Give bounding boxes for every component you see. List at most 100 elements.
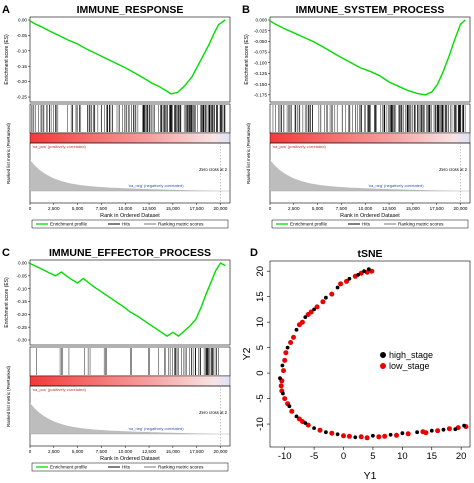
high_stage-point [353,435,358,440]
y-tick-label: 0.00 [18,261,27,266]
low_stage-point [283,350,289,356]
enrichment-profile-line [269,19,466,96]
zero-cross-label: Zero cross at 2 [199,167,228,172]
y-tick-label: -0.050 [254,39,267,44]
metric-plot-frame [29,142,231,204]
x-tick-label: 15 [426,451,437,462]
high_stage-point [335,432,340,437]
x-tick-label: 20,000 [453,206,467,211]
low_stage-point [446,426,452,432]
y-tick-label: 5 [255,345,266,350]
es-plot-frame [29,16,231,103]
legend-hits-label: Hits [122,222,131,227]
legend-box [271,219,469,229]
high_stage-point [294,327,299,332]
x-axis-label: Y1 [364,470,377,482]
positive-correlation-label: 'na_pos' (positively correlated) [32,144,86,149]
y-tick-label: -0.15 [17,299,28,304]
high_stage-point [312,426,316,430]
x-tick-label: -5 [310,451,318,462]
y-tick-label: 0.00 [18,18,27,23]
y-tick-label: -0.025 [254,28,267,33]
x-tick-label: 12,500 [382,206,396,211]
high_stage-point [371,433,375,438]
x-tick-label: 7,500 [96,206,108,211]
y-tick-label: -0.15 [17,64,28,69]
y-tick-label: -0.05 [17,273,28,278]
panel-letter: A [2,4,10,16]
y-tick-label: -0.100 [254,60,267,65]
low_stage-point [344,278,349,284]
positive-correlation-label: 'na_pos' (positively correlated) [272,144,326,149]
x-tick-label: 0 [269,206,272,211]
metric-plot-frame [29,385,231,447]
high_stage-point [415,430,419,435]
low_stage-point [329,430,335,436]
low_stage-point [281,368,286,374]
low_stage-point [282,396,288,402]
x-tick-label: 17,500 [190,449,204,454]
high_stage-point [294,414,299,419]
y-tick-label: 10 [255,317,266,328]
es-plot-frame [269,16,471,103]
metric-plot-frame [269,142,471,204]
low_stage-point [423,430,429,436]
y-tick-label: 20 [255,266,266,277]
correlation-bar [29,375,231,387]
panel-c-gsea: C IMMUNE_EFFECTOR_PROCESS 0.00 -0.05 -0.10 -0… [2,247,231,472]
negative-correlation-label: 'na_neg' (negatively correlated) [368,183,424,188]
x-tick-label: 10,000 [118,449,132,454]
panel-letter: C [2,247,10,259]
low_stage-point [364,435,370,441]
x-tick-label: 2,500 [288,206,300,211]
es-axis-label: Enrichment score (ES) [4,277,10,328]
low_stage-point [329,291,335,297]
x-axis-label: Rank in Ordered Dataset [100,213,160,219]
y-tick-label: -0.25 [17,325,28,330]
x-tick-label: 7,500 [336,206,348,211]
zero-cross-label: Zero cross at 2 [439,167,468,172]
high_stage-point [335,285,340,290]
low_stage-point [435,428,441,434]
low_stage-point [394,432,399,438]
high_stage-point [312,307,316,312]
low_stage-point [296,322,302,328]
low_stage-point [358,434,364,440]
low_stage-point [341,433,346,439]
x-tick-label: 0 [29,449,32,454]
y-tick-label: -0.30 [17,338,28,343]
legend-hits-label: Hits [362,222,371,227]
metric-axis-label: Ranked list metric (PreRanked) [6,365,11,427]
y-tick-label: -0.05 [17,33,28,38]
correlation-bar [29,132,231,144]
hits-frame [29,103,231,134]
legend-profile-label: Enrichment profile [50,465,87,470]
legend-profile-label: Enrichment profile [50,222,87,227]
es-axis-label: Enrichment score (ES) [4,34,10,85]
x-tick-label: 2,500 [48,449,60,454]
y-tick-label: 0.000 [256,18,268,23]
tsne-plot-frame [269,260,471,448]
y-tick-label: 0 [255,370,266,375]
high_stage-point [462,423,466,428]
x-tick-label: 20 [456,451,467,462]
y-tick-label: -0.175 [254,92,267,97]
x-tick-label: 2,500 [48,206,60,211]
high_stage-point [362,269,366,274]
x-tick-label: -10 [278,451,292,462]
legend-metric-label: Ranking metric scores [398,222,444,227]
y-tick-label: -0.075 [254,50,267,55]
x-tick-label: 15,000 [166,449,180,454]
metric-axis-label: Ranked list metric (PreRanked) [246,122,251,184]
high_stage-point [400,431,405,436]
high_stage-point [356,272,361,277]
ranking-metric-area [30,403,218,434]
high_stage-point [303,421,308,425]
panel-title: IMMUNE_EFFECTOR_PROCESS [49,247,211,259]
panel-letter: D [250,247,258,259]
x-axis-label: Rank in Ordered Dataset [100,456,160,462]
low_stage-point [305,312,311,317]
panel-title: tSNE [357,248,382,260]
y-tick-label: -0.150 [254,82,267,87]
y-tick-label: -5 [255,394,266,402]
